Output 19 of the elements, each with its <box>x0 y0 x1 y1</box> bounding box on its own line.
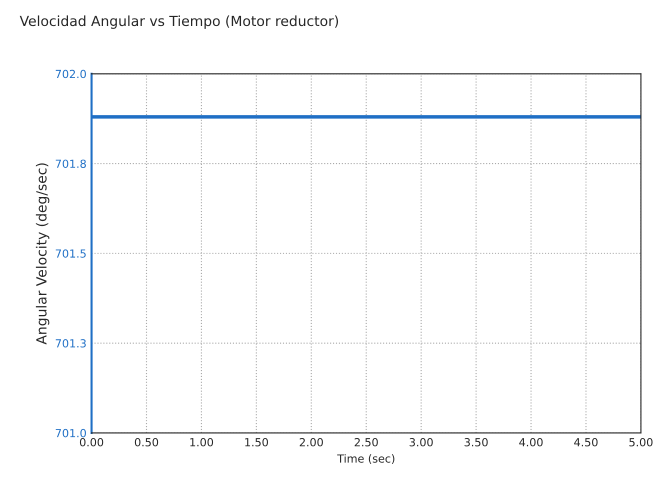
chart-title: Velocidad Angular vs Tiempo (Motor reductor) <box>20 15 338 29</box>
y-axis-title: Angular Velocity (deg/sec) <box>36 163 50 344</box>
x-tick-label: 0.00 <box>80 438 104 446</box>
x-tick-label: 0.50 <box>134 438 158 446</box>
x-tick-label: 5.00 <box>629 438 653 446</box>
y-tick-label: 702.0 <box>56 70 86 78</box>
y-tick-label: 701.3 <box>56 339 86 348</box>
x-tick-label: 4.50 <box>574 438 598 446</box>
x-tick-label: 3.00 <box>410 438 433 446</box>
x-tick-label: 1.50 <box>245 438 268 446</box>
y-tick-label: 701.8 <box>56 160 86 168</box>
x-tick-label: 2.00 <box>300 438 323 446</box>
y-tick-label: 701.0 <box>56 428 86 438</box>
x-tick-label: 3.50 <box>464 438 488 446</box>
y-tick-label: 701.5 <box>56 249 86 258</box>
x-tick-label: 4.00 <box>519 438 543 446</box>
x-axis-title: Time (sec) <box>337 454 394 464</box>
x-tick-label: 2.50 <box>354 438 378 446</box>
x-tick-label: 1.00 <box>190 438 214 446</box>
